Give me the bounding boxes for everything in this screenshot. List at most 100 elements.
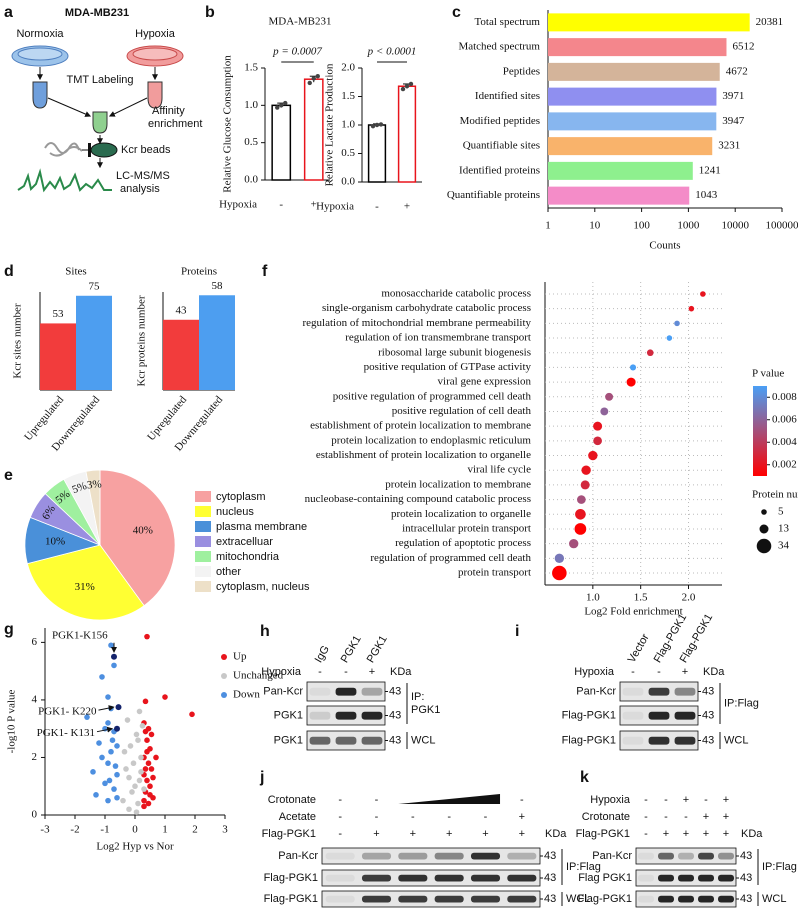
- band: [309, 687, 331, 696]
- category-label: Peptides: [503, 65, 540, 77]
- point: [141, 786, 147, 792]
- condition-mark: +: [410, 828, 416, 840]
- group-label: WCL: [724, 734, 748, 746]
- lane-label: Vector: [626, 632, 652, 665]
- p-value: p < 0.0001: [367, 46, 417, 58]
- replicate-point: [283, 100, 288, 106]
- legend-label: other: [216, 566, 241, 578]
- point: [90, 769, 96, 775]
- band: [470, 895, 501, 903]
- replicate-point: [404, 84, 410, 89]
- dish: [17, 47, 63, 61]
- x-tick-label: -: [279, 199, 283, 211]
- point: [127, 743, 134, 749]
- condition-mark: +: [683, 828, 689, 840]
- point: [148, 766, 155, 772]
- condition-label: Flag-PGK1: [262, 828, 316, 840]
- y-tick-label: 0.0: [244, 174, 258, 186]
- band: [335, 687, 357, 696]
- kda-label: 43: [702, 685, 714, 697]
- category-label: nucleobase-containing compound catabolic…: [305, 493, 531, 505]
- group-label: IP:: [411, 691, 424, 703]
- row-label: Pan-Kcr: [576, 685, 616, 697]
- x-tick-label: 1: [545, 220, 551, 232]
- band: [507, 874, 537, 882]
- cell-line: MDA-MB231: [65, 7, 129, 19]
- panel-label: g: [4, 621, 14, 638]
- y-tick-label: 1.0: [341, 119, 355, 131]
- band: [361, 687, 383, 696]
- category-label: viral gene expression: [438, 376, 532, 388]
- band: [434, 874, 464, 882]
- data-label: 3947: [722, 115, 745, 127]
- condition-mark: -: [447, 811, 451, 823]
- category-label: monosaccharide catabolic process: [381, 288, 531, 300]
- category-label: Matched spectrum: [458, 41, 540, 53]
- x-tick-label: +: [404, 201, 410, 213]
- unit-label: KDa: [741, 828, 763, 840]
- category-label: Quantifiable sites: [463, 140, 540, 152]
- x-tick-label: 10000: [721, 220, 749, 232]
- replicate-point: [408, 81, 414, 87]
- highlight-point: [111, 653, 117, 660]
- band: [718, 852, 734, 860]
- y-axis-label: Relative Glucose Consumption: [222, 55, 234, 193]
- band: [309, 736, 331, 745]
- point: [126, 774, 132, 781]
- data-label: 3971: [722, 90, 744, 102]
- point: [108, 642, 114, 649]
- band: [638, 895, 654, 903]
- point: [144, 777, 150, 784]
- x-tick-label: 1: [162, 824, 168, 836]
- replicate-point: [400, 86, 406, 92]
- dose-wedge: [398, 794, 501, 804]
- bubble: [580, 480, 590, 490]
- condition-mark: -: [318, 666, 322, 678]
- y-axis-label: -log10 P value: [6, 690, 18, 754]
- bar: [548, 137, 713, 156]
- point: [148, 731, 155, 738]
- point: [126, 806, 132, 813]
- category-label: regulation of programmed cell death: [370, 552, 531, 564]
- condition-mark: +: [723, 811, 729, 823]
- kda-label: 43: [389, 734, 401, 746]
- legend-label: extracelluar: [216, 536, 273, 548]
- replicate-point: [279, 103, 284, 108]
- colorbar-tick-label: 0.008: [772, 391, 797, 403]
- condition-mark: -: [664, 811, 668, 823]
- condition-mark: +: [703, 828, 709, 840]
- row-label: Pan-Kcr: [278, 850, 318, 862]
- point: [138, 754, 144, 761]
- category-label: regulation of apoptotic process: [395, 537, 531, 549]
- group-label: IP:Flag: [724, 697, 759, 709]
- band: [470, 852, 501, 860]
- bar: [397, 85, 417, 183]
- condition-mark: +: [703, 811, 709, 823]
- band: [470, 874, 501, 882]
- group-label: IP:Flag: [762, 861, 797, 873]
- point: [145, 760, 152, 767]
- chart-title: Proteins: [181, 266, 217, 278]
- step-label: Kcr beads: [121, 144, 171, 156]
- category-label: Identified proteins: [459, 164, 540, 176]
- x-axis-label: Log2 Hyp vs Nor: [96, 841, 174, 853]
- panel-label: i: [515, 623, 519, 640]
- band: [674, 711, 696, 720]
- band: [361, 852, 392, 860]
- point: [124, 717, 131, 723]
- kda-label: 43: [544, 872, 556, 884]
- bubble: [552, 565, 567, 581]
- band: [718, 895, 734, 903]
- point: [129, 789, 135, 795]
- legend-label: mitochondria: [216, 551, 280, 563]
- condition-label: Acetate: [279, 811, 316, 823]
- x-tick-label: -: [375, 201, 379, 213]
- condition-mark: -: [344, 666, 348, 678]
- point: [102, 780, 108, 787]
- point: [135, 737, 141, 743]
- band: [622, 711, 644, 720]
- y-tick-label: 0.0: [341, 176, 355, 188]
- bubble: [700, 291, 706, 297]
- x-axis-label: Log2 Fold enrichment: [584, 606, 682, 618]
